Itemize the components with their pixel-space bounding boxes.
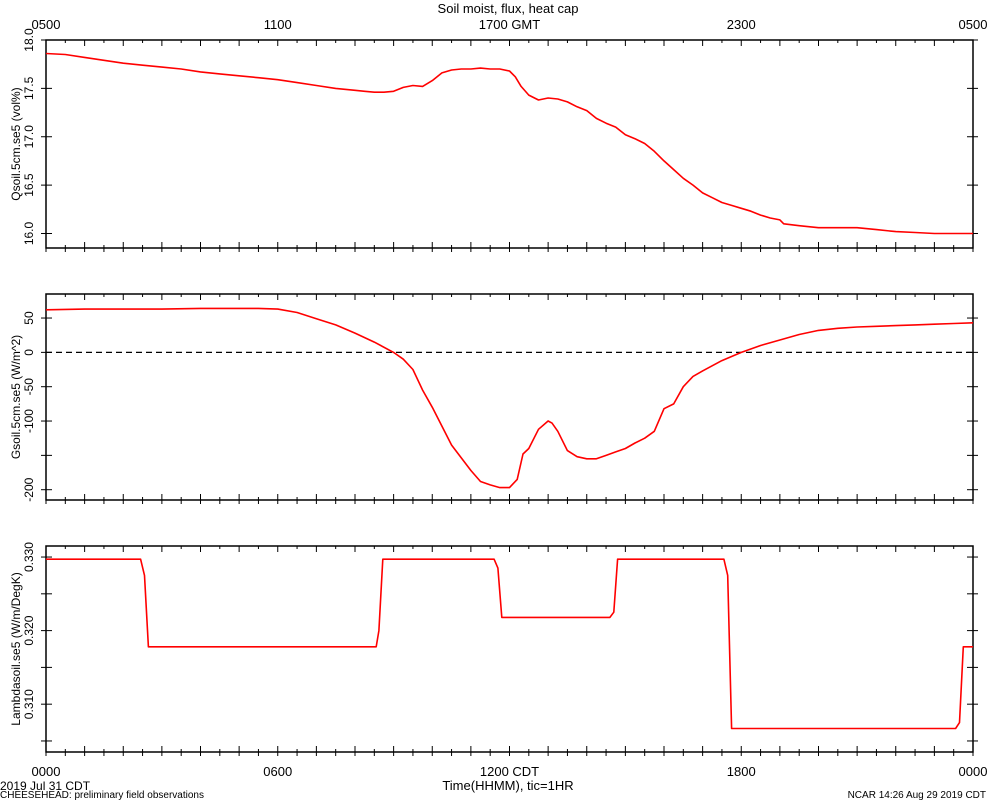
y-tick-label: 16.0 (22, 221, 36, 245)
y-tick-label: 17.5 (22, 76, 36, 100)
y-tick-label: 17.0 (22, 125, 36, 149)
y-tick-label: 18.0 (22, 28, 36, 52)
y-tick-label: -100 (22, 409, 36, 433)
top-tick-label: 1700 GMT (479, 17, 540, 32)
footer-left: CHEESEHEAD: preliminary field observatio… (0, 790, 204, 801)
y-tick-label: 0.310 (22, 689, 36, 719)
bottom-tick-label: 1800 (727, 764, 756, 779)
y-axis-label: Qsoil.5cm.se5 (vol%) (9, 87, 23, 200)
bottom-tick-label: 0000 (959, 764, 988, 779)
panel-frame-3 (45, 545, 974, 753)
y-tick-label: 50 (22, 311, 36, 325)
series-line-1 (45, 52, 973, 235)
y-axis-label: Lambdasoil.se5 (W/m/DegK) (9, 572, 23, 725)
footer-right: NCAR 14:26 Aug 29 2019 CDT (847, 790, 986, 801)
top-tick-label: 1100 (264, 17, 292, 32)
y-tick-label: 16.5 (22, 173, 36, 197)
date-label: 2019 Jul 31 CDT (0, 779, 91, 793)
top-tick-label: 0500 (959, 17, 988, 32)
panel-frame-2 (45, 293, 974, 501)
y-tick-label: 0.330 (22, 542, 36, 572)
y-tick-label: -200 (22, 477, 36, 501)
y-axis-label: Gsoil.5cm.se5 (W/m^2) (9, 335, 23, 459)
series-line-3 (46, 558, 973, 730)
y-tick-label: 0.320 (22, 615, 36, 645)
y-tick-label: -50 (22, 378, 36, 396)
chart-title: Soil moist, flux, heat cap (438, 1, 579, 16)
top-tick-label: 0500 (32, 17, 61, 32)
top-tick-label: 2300 (727, 17, 756, 32)
series-line-2 (45, 307, 974, 489)
y-tick-label: 0 (22, 349, 36, 356)
bottom-tick-label: 1200 CDT (480, 764, 539, 779)
x-axis-label: Time(HHMM), tic=1HR (442, 778, 573, 793)
bottom-tick-label: 0600 (263, 764, 292, 779)
bottom-tick-label: 0000 (32, 764, 61, 779)
